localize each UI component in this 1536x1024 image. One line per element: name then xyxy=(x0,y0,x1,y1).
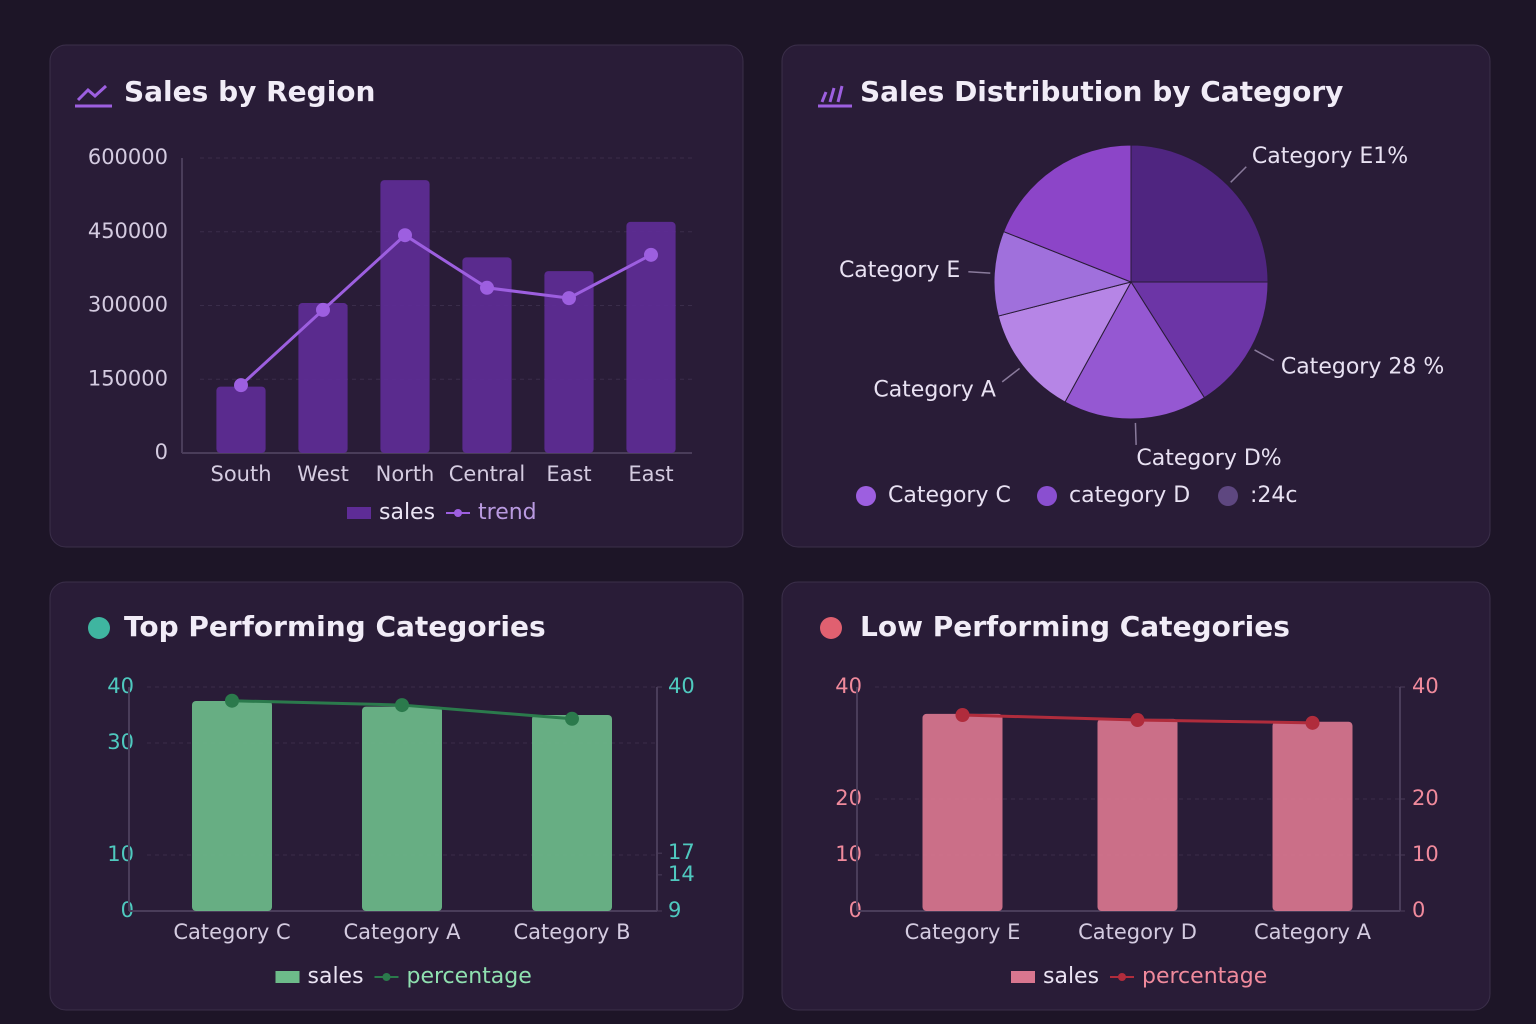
y-tick-label: 0 xyxy=(849,898,862,922)
bar xyxy=(192,701,272,911)
bar xyxy=(298,303,348,453)
pie-slice xyxy=(997,281,1132,403)
y2-tick-label: 10 xyxy=(1412,842,1439,866)
x-tick-label: Category A xyxy=(1254,920,1372,944)
slice-label: Category E1% xyxy=(1252,144,1408,169)
bar xyxy=(1097,718,1178,911)
bar xyxy=(362,706,442,911)
bar xyxy=(532,715,612,911)
leader-line xyxy=(968,271,991,274)
y-tick-label: 0 xyxy=(155,440,168,464)
y-tick-label: 300000 xyxy=(88,293,168,317)
point xyxy=(562,291,576,306)
bar xyxy=(922,713,1003,911)
point xyxy=(398,228,412,243)
y2-tick-label: 14 xyxy=(668,862,695,886)
y-tick-label: 0 xyxy=(121,898,134,922)
x-tick-label: East xyxy=(628,462,673,486)
bar xyxy=(380,180,430,453)
legend-swatch xyxy=(1218,486,1238,506)
x-tick-label: West xyxy=(297,462,349,486)
point xyxy=(316,302,330,317)
slice-label: Category D% xyxy=(1136,446,1281,471)
legend-label: Category C xyxy=(888,483,1011,508)
bar xyxy=(626,221,676,453)
point xyxy=(480,280,494,295)
line xyxy=(239,233,652,387)
x-tick-label: East xyxy=(546,462,591,486)
point xyxy=(234,378,248,393)
icon xyxy=(88,617,110,639)
bar xyxy=(216,386,266,453)
legend-label: sales xyxy=(308,964,364,989)
y2-tick-label: 9 xyxy=(668,898,681,922)
x-tick-label: Category A xyxy=(344,920,462,944)
point xyxy=(644,247,658,262)
slice-label: Category A xyxy=(873,377,996,402)
pie-slice xyxy=(1130,281,1269,399)
x-tick-label: Category B xyxy=(513,920,630,944)
legend-swatch xyxy=(856,486,876,506)
chart-title: Top Performing Categories xyxy=(124,610,546,643)
legend-swatch xyxy=(454,509,462,517)
slice-label: Category 28 % xyxy=(1281,354,1444,379)
pie-slice xyxy=(1130,144,1269,283)
y-tick-label: 600000 xyxy=(88,145,168,169)
x-tick-label: Category D xyxy=(1078,920,1197,944)
legend-swatch xyxy=(347,507,371,519)
leader-line xyxy=(1001,367,1021,383)
y-tick-label: 450000 xyxy=(88,219,168,243)
leader-line xyxy=(1134,422,1137,445)
point xyxy=(565,711,579,726)
chart-title: Low Performing Categories xyxy=(860,610,1290,643)
legend-label: category D xyxy=(1069,483,1190,508)
legend-swatch xyxy=(382,973,391,981)
bar xyxy=(462,257,512,453)
legend-label: :24c xyxy=(1250,483,1298,508)
legend-swatch xyxy=(275,971,300,983)
y-tick-label: 150000 xyxy=(88,366,168,390)
point xyxy=(955,708,970,722)
x-tick-label: North xyxy=(376,462,435,486)
y2-tick-label: 40 xyxy=(668,674,695,698)
x-tick-label: Central xyxy=(449,462,525,486)
point xyxy=(395,698,409,713)
pie-slice xyxy=(1064,281,1206,420)
pie-slice xyxy=(993,230,1133,317)
icon xyxy=(818,85,852,108)
x-tick-label: Category E xyxy=(905,920,1021,944)
icon xyxy=(75,84,112,108)
legend-swatch xyxy=(1118,973,1126,981)
legend-label: trend xyxy=(478,500,537,525)
point xyxy=(225,693,239,708)
legend-label: percentage xyxy=(407,964,532,989)
leader-line xyxy=(1254,349,1275,362)
bar xyxy=(544,271,594,453)
point xyxy=(1130,713,1145,728)
chart-title: Sales by Region xyxy=(124,75,375,108)
bar xyxy=(1272,721,1353,911)
chart-title: Sales Distribution by Category xyxy=(860,75,1343,108)
leader-line xyxy=(1230,166,1247,183)
y2-tick-label: 17 xyxy=(668,840,695,864)
slice-label: Category E xyxy=(839,258,960,283)
legend-swatch xyxy=(1011,971,1035,983)
legend-label: sales xyxy=(1043,964,1099,989)
legend-label: sales xyxy=(379,500,435,525)
legend-swatch xyxy=(1037,486,1057,506)
y2-tick-label: 20 xyxy=(1412,786,1439,810)
y2-tick-label: 40 xyxy=(1412,674,1439,698)
icon xyxy=(820,617,842,639)
y2-tick-label: 0 xyxy=(1412,898,1425,922)
x-tick-label: South xyxy=(210,462,271,486)
x-tick-label: Category C xyxy=(173,920,290,944)
point xyxy=(1305,715,1320,730)
pie-slice xyxy=(1002,144,1132,283)
legend-label: percentage xyxy=(1142,964,1267,989)
